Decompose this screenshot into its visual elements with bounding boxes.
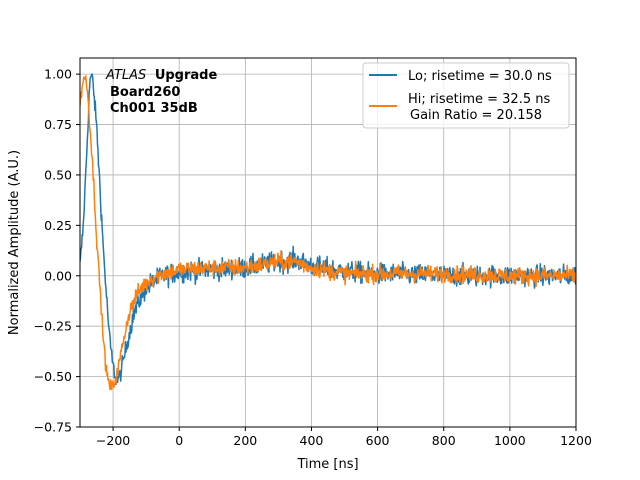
legend-label-lo: Lo; risetime = 30.0 ns [408,69,552,84]
legend-box [362,62,570,129]
legend-label-gain-ratio: Gain Ratio = 20.158 [410,108,542,123]
axes-frame [79,57,577,428]
y-tick-label: 0.25 [44,218,72,233]
y-tick-label: −0.75 [34,420,72,435]
series-line-hi [80,75,576,391]
atlas-annotation: ATLAS Upgrade Board260 Ch001 35dB [105,68,217,116]
annotation-line2: Board260 [110,85,180,100]
x-tick-label: −200 [96,433,130,448]
annotation-italic: ATLAS [105,68,146,83]
x-tick-label: 1000 [494,433,526,448]
x-axis-label: Time [ns] [296,457,358,472]
ticks: −200 0 200 400 600 800 1000 1200 −0.75 −0.50 −0.25… [34,67,592,448]
x-tick-label: 800 [432,433,456,448]
x-tick-label: 0 [175,433,183,448]
y-tick-label: 0.00 [44,268,72,283]
y-tick-label: 0.75 [44,117,72,132]
legend: Lo; risetime = 30.0 ns Hi; risetime = 32… [362,62,570,129]
y-tick-label: −0.25 [34,319,72,334]
series-layer [80,73,576,391]
x-tick-label: 1200 [560,433,592,448]
legend-label-hi: Hi; risetime = 32.5 ns [408,92,550,107]
x-tick-label: 600 [366,433,390,448]
y-tick-label: 1.00 [44,67,72,82]
annotation-line1: ATLAS Upgrade [105,68,217,83]
x-tick-label: 400 [300,433,324,448]
annotation-line3: Ch001 35dB [110,101,198,116]
y-tick-label: 0.50 [44,167,72,182]
series-line-lo [80,73,576,386]
y-tick-label: −0.50 [34,369,72,384]
annotation-bold: Upgrade [155,68,218,83]
x-tick-label: 200 [233,433,257,448]
y-axis-label: Normalized Amplitude (A.U.) [7,150,22,335]
